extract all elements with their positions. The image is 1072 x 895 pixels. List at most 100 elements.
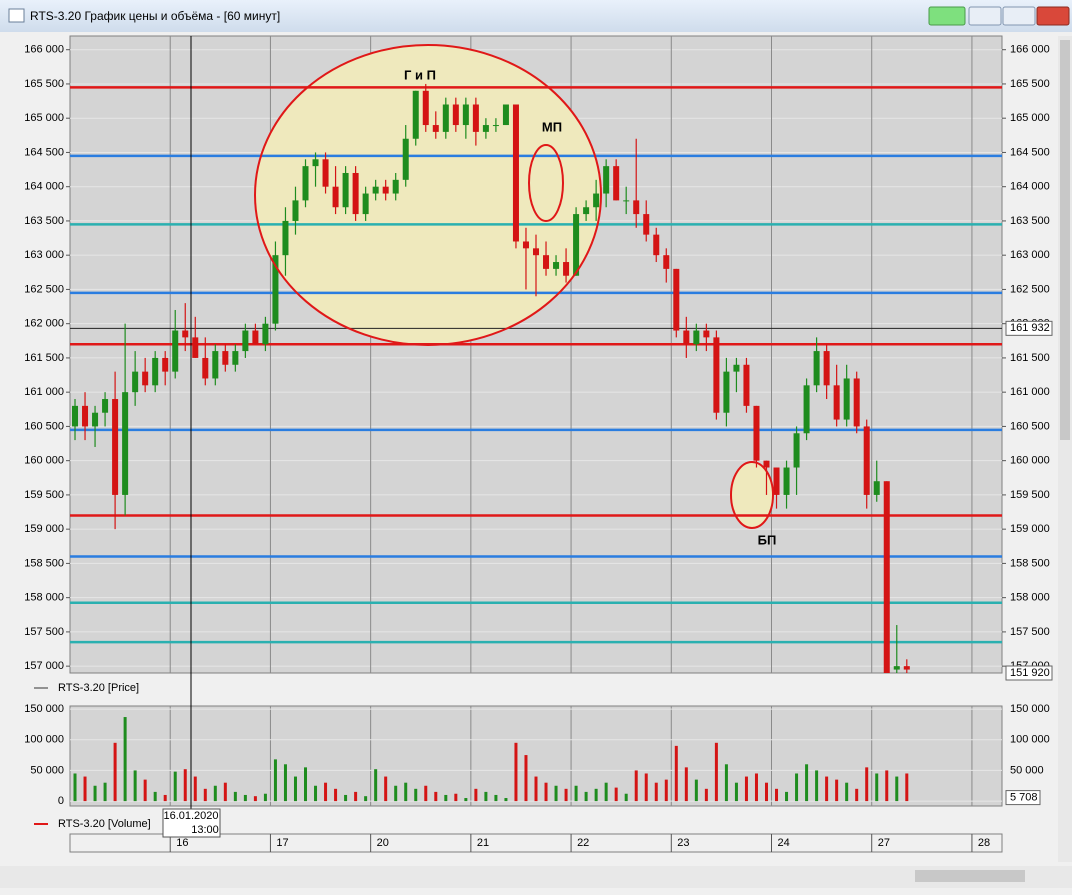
y-tick-label-right: 160 000 (1010, 455, 1050, 467)
y-tick-label-right: 164 000 (1010, 181, 1050, 193)
date-label: 24 (778, 837, 790, 849)
y-tick-label: 160 500 (24, 420, 64, 432)
volume-bar (404, 782, 408, 802)
volume-bar (704, 788, 708, 802)
volume-bar (795, 773, 799, 802)
y-tick-label: 150 000 (24, 703, 64, 715)
candle-body (412, 90, 419, 139)
y-tick-label-right: 165 500 (1010, 78, 1050, 90)
y-tick-label: 162 000 (24, 318, 64, 330)
volume-bar (514, 742, 518, 802)
y-tick-label: 159 500 (24, 489, 64, 501)
volume-bar (754, 773, 758, 802)
candle-body (553, 262, 560, 269)
maximize-button[interactable] (1002, 6, 1036, 26)
y-tick-label-right: 150 000 (1010, 703, 1050, 715)
candle-body (352, 172, 359, 215)
volume-bar (364, 796, 368, 802)
volume-bar (273, 759, 277, 802)
volume-bar (604, 782, 608, 802)
candle-body (502, 104, 509, 126)
candle-body (743, 364, 750, 406)
close-button[interactable] (1036, 6, 1070, 26)
candle-body (883, 481, 890, 673)
y-tick-label-right: 163 500 (1010, 215, 1050, 227)
candle-body (512, 104, 519, 242)
volume-bar (885, 770, 889, 802)
volume-bar (614, 787, 618, 802)
y-tick-label: 161 000 (24, 386, 64, 398)
price-marker-label: 161 932 (1010, 322, 1050, 334)
candle-body (182, 330, 189, 338)
volume-bar (133, 770, 137, 802)
candle-body (733, 364, 740, 372)
candle-body (322, 159, 329, 187)
candle-body (212, 351, 219, 379)
candle-body (222, 351, 229, 365)
scroll-thumb-h[interactable] (915, 870, 1025, 882)
candle-body (813, 351, 820, 386)
y-tick-label-right: 161 000 (1010, 386, 1050, 398)
candle-body (853, 378, 860, 427)
volume-bar (534, 776, 538, 802)
y-tick-label: 161 500 (24, 352, 64, 364)
candle-body (532, 248, 540, 256)
date-label: 22 (577, 837, 589, 849)
volume-bar (724, 764, 728, 802)
y-tick-label: 163 500 (24, 215, 64, 227)
volume-bar (334, 788, 338, 802)
scroll-thumb[interactable] (1060, 40, 1070, 440)
volume-bar (344, 794, 348, 802)
volume-bar (875, 773, 879, 802)
volume-bar (684, 767, 688, 802)
y-tick-label-right: 159 000 (1010, 523, 1050, 535)
volume-bar (785, 791, 789, 802)
date-label: 16 (176, 837, 188, 849)
candle-body (382, 186, 389, 194)
volume-bar (173, 771, 177, 802)
y-tick-label: 157 500 (24, 626, 64, 638)
volume-bar (845, 782, 849, 802)
candle-body (142, 371, 149, 386)
candle-body (603, 166, 610, 194)
horizontal-scrollbar[interactable] (0, 866, 1072, 888)
candle-body (753, 405, 760, 461)
volume-bar (424, 785, 428, 802)
date-label: 20 (377, 837, 389, 849)
link-button[interactable] (928, 6, 966, 26)
crosshair-date: 16.01.2020 (163, 810, 218, 822)
y-tick-label-right: 50 000 (1010, 764, 1044, 776)
volume-bar (734, 782, 738, 802)
candle-body (432, 125, 439, 132)
candle-body (623, 200, 630, 202)
candle-body (232, 351, 239, 365)
volume-bar (304, 767, 308, 802)
volume-bar (103, 782, 107, 802)
volume-bar (203, 788, 207, 802)
candle-body (442, 104, 449, 132)
date-label: 23 (677, 837, 689, 849)
candle-body (272, 255, 279, 324)
volume-bar (484, 791, 488, 802)
volume-bar (444, 794, 448, 802)
candle-body (282, 220, 289, 256)
volume-bar (374, 769, 378, 802)
y-tick-label-right: 164 500 (1010, 146, 1050, 158)
minimize-button[interactable] (968, 6, 1002, 26)
volume-bar (674, 745, 678, 802)
candle-body (793, 433, 800, 468)
volume-bar (594, 788, 598, 802)
volume-bar (634, 770, 638, 802)
window-title: RTS-3.20 График цены и объёма - [60 мину… (30, 9, 280, 23)
annotation: МП (542, 119, 562, 134)
volume-bar (835, 779, 839, 802)
volume-bar (213, 785, 217, 802)
volume-marker-box (1005, 790, 1041, 806)
candle-body (823, 351, 830, 386)
date-label: 27 (878, 837, 890, 849)
y-tick-label-right: 159 500 (1010, 489, 1050, 501)
y-tick-label-right: 161 500 (1010, 352, 1050, 364)
volume-bar (113, 742, 117, 802)
candle-body (452, 104, 459, 126)
